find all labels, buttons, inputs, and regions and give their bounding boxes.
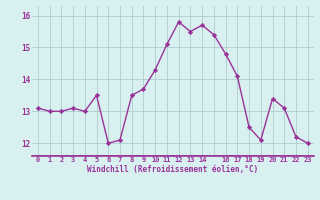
X-axis label: Windchill (Refroidissement éolien,°C): Windchill (Refroidissement éolien,°C) <box>87 165 258 174</box>
